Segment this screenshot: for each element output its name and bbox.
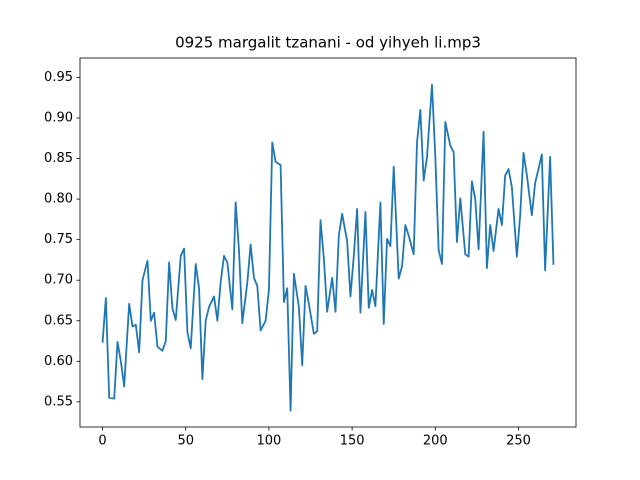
y-tick-label: 0.95 [44, 70, 73, 85]
data-line [101, 83, 555, 412]
y-tick-label: 0.55 [44, 394, 73, 409]
plot-frame [79, 57, 577, 428]
y-tick-label: 0.70 [44, 273, 73, 288]
x-tick-label: 50 [177, 434, 194, 449]
x-tick-label: 200 [423, 434, 448, 449]
y-tick-label: 0.80 [44, 192, 73, 207]
y-tick-label: 0.65 [44, 313, 73, 328]
x-tick-label: 0 [98, 434, 106, 449]
y-tick-label: 0.75 [44, 232, 73, 247]
y-tick-label: 0.85 [44, 151, 73, 166]
y-tick-label: 0.60 [44, 354, 73, 369]
x-tick-label: 250 [506, 434, 531, 449]
chart-title: 0925 margalit tzanani - od yihyeh li.mp3 [175, 34, 481, 52]
x-tick-label: 150 [340, 434, 365, 449]
y-tick-label: 0.90 [44, 111, 73, 126]
x-tick-label: 100 [257, 434, 282, 449]
